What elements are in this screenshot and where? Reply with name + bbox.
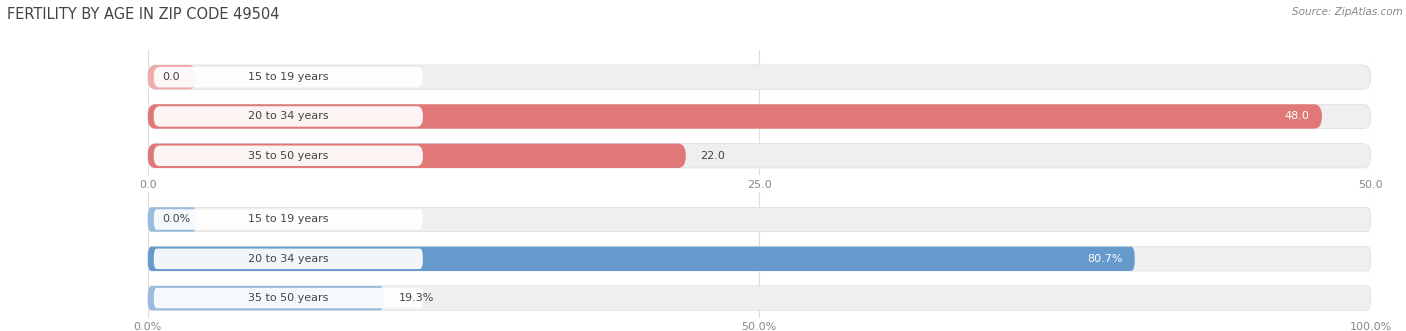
Text: FERTILITY BY AGE IN ZIP CODE 49504: FERTILITY BY AGE IN ZIP CODE 49504 xyxy=(7,7,280,22)
FancyBboxPatch shape xyxy=(148,104,1322,129)
FancyBboxPatch shape xyxy=(153,288,423,308)
FancyBboxPatch shape xyxy=(148,286,1371,310)
FancyBboxPatch shape xyxy=(148,207,1371,232)
Text: 35 to 50 years: 35 to 50 years xyxy=(247,151,329,161)
Text: 0.0%: 0.0% xyxy=(162,214,191,224)
FancyBboxPatch shape xyxy=(148,247,1135,271)
FancyBboxPatch shape xyxy=(153,249,423,269)
Text: Source: ZipAtlas.com: Source: ZipAtlas.com xyxy=(1292,7,1403,17)
Text: 20 to 34 years: 20 to 34 years xyxy=(247,254,329,264)
FancyBboxPatch shape xyxy=(148,65,197,89)
Text: 15 to 19 years: 15 to 19 years xyxy=(247,214,329,224)
FancyBboxPatch shape xyxy=(153,146,423,166)
FancyBboxPatch shape xyxy=(148,65,1371,89)
Text: 48.0: 48.0 xyxy=(1285,112,1309,121)
FancyBboxPatch shape xyxy=(148,286,384,310)
Text: 19.3%: 19.3% xyxy=(398,293,434,303)
FancyBboxPatch shape xyxy=(153,106,423,127)
FancyBboxPatch shape xyxy=(148,104,1371,129)
FancyBboxPatch shape xyxy=(153,209,423,230)
FancyBboxPatch shape xyxy=(153,67,423,87)
FancyBboxPatch shape xyxy=(148,144,1371,168)
FancyBboxPatch shape xyxy=(148,207,197,232)
Text: 0.0: 0.0 xyxy=(162,72,180,82)
FancyBboxPatch shape xyxy=(148,144,686,168)
Text: 15 to 19 years: 15 to 19 years xyxy=(247,72,329,82)
Text: 80.7%: 80.7% xyxy=(1087,254,1122,264)
Text: 20 to 34 years: 20 to 34 years xyxy=(247,112,329,121)
FancyBboxPatch shape xyxy=(148,247,1371,271)
Text: 35 to 50 years: 35 to 50 years xyxy=(247,293,329,303)
Text: 22.0: 22.0 xyxy=(700,151,725,161)
